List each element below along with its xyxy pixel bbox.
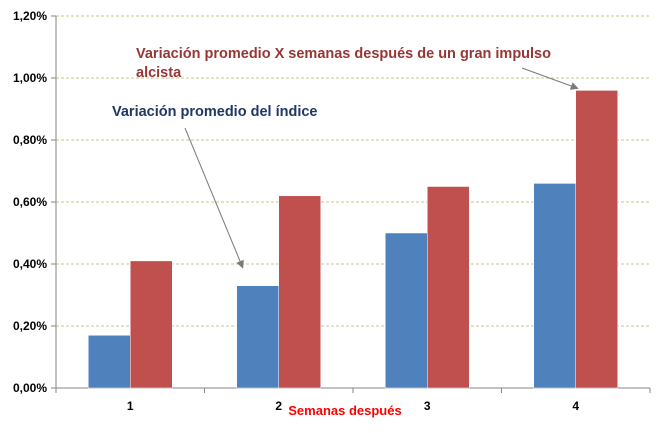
annotation-text: Variación promedio del índice bbox=[112, 104, 317, 120]
bar-2-series-2 bbox=[278, 195, 321, 389]
bar-4-series-1 bbox=[533, 183, 576, 389]
bar-1-series-2 bbox=[130, 260, 173, 389]
y-tick-label: 0,80% bbox=[13, 133, 47, 147]
x-tick-label: 3 bbox=[424, 399, 431, 413]
annotation-arrow bbox=[184, 127, 244, 269]
bars bbox=[88, 90, 618, 389]
bar-3-series-1 bbox=[385, 232, 428, 389]
annotation-2: Variación promedio del índice bbox=[112, 104, 317, 269]
annotation-1: Variación promedio X semanas después de … bbox=[136, 46, 579, 90]
annotation-text: Variación promedio X semanas después de … bbox=[136, 46, 551, 62]
bar-1-series-1 bbox=[88, 335, 131, 389]
y-tick-label: 0,40% bbox=[13, 257, 47, 271]
y-tick-label: 0,00% bbox=[13, 381, 47, 395]
annotations: Variación promedio X semanas después de … bbox=[112, 46, 579, 269]
tick-labels: 0,00% 0,20% 0,40% 0,60% 0,80% 1,00% 1,20% 1 2 3 4 bbox=[13, 9, 579, 413]
x-tick-label: 1 bbox=[127, 399, 134, 413]
y-tick-label: 1,00% bbox=[13, 71, 47, 85]
annotation-arrow bbox=[521, 67, 579, 90]
annotation-text: alcista bbox=[136, 65, 182, 81]
x-tick-label: 4 bbox=[572, 399, 579, 413]
bar-2-series-1 bbox=[236, 285, 279, 389]
y-tick-label: 1,20% bbox=[13, 9, 47, 23]
y-tick-label: 0,60% bbox=[13, 195, 47, 209]
y-tick-label: 0,20% bbox=[13, 319, 47, 333]
x-tick-label: 2 bbox=[275, 399, 282, 413]
bar-3-series-2 bbox=[427, 186, 470, 389]
bar-4-series-2 bbox=[575, 90, 618, 389]
x-axis-label: Semanas después bbox=[288, 403, 401, 418]
